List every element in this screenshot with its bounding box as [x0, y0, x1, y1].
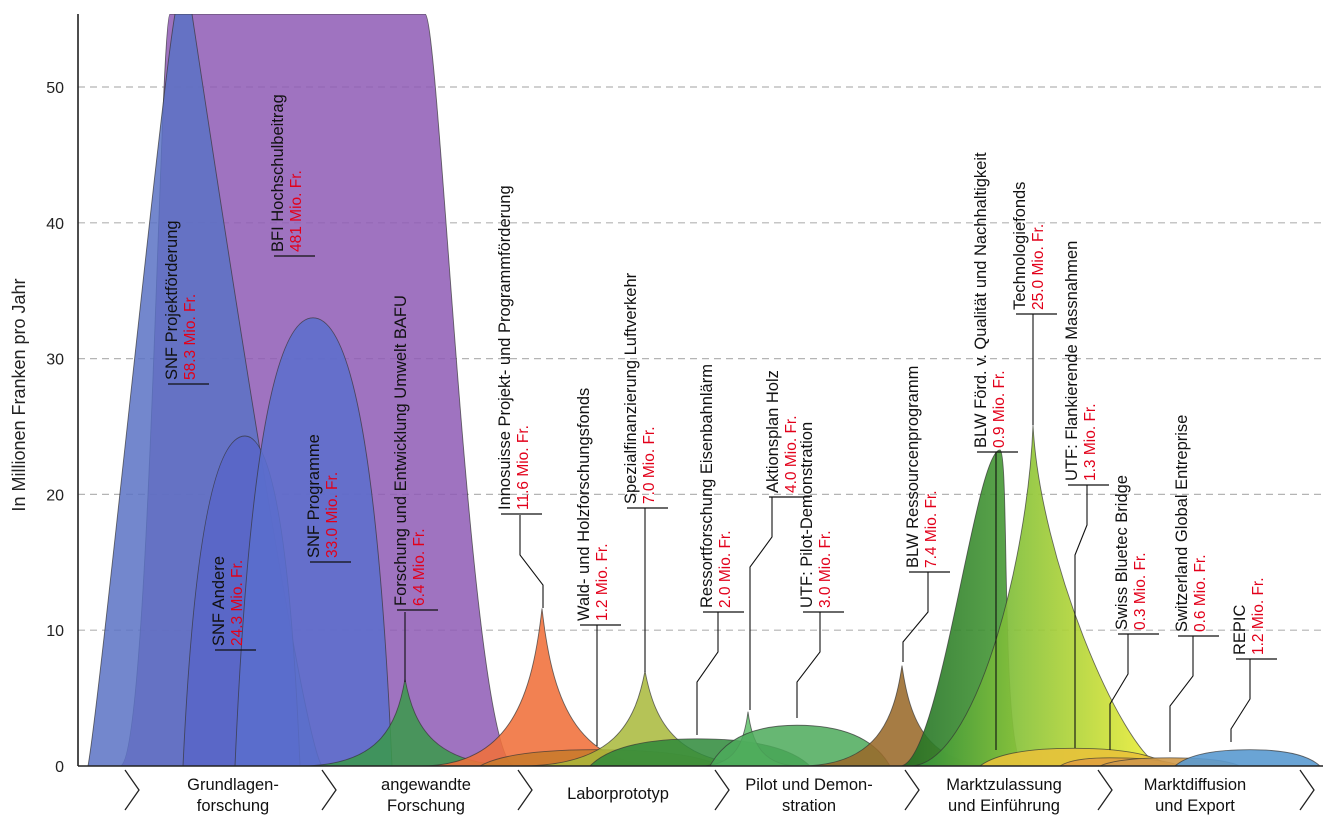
series-name: SNF Projektförderung: [163, 220, 181, 380]
stage-chevron: [321, 769, 337, 811]
series-label: BFI Hochschulbeitrag 481 Mio. Fr.: [269, 94, 305, 252]
label-leader: [519, 515, 544, 608]
series-name: UTF: Pilot-Demonstration: [798, 422, 816, 608]
y-tick-label: 10: [46, 623, 64, 640]
series-name: Wald- und Holzforschungsfonds: [575, 388, 593, 621]
series-amount: 4.0 Mio. Fr.: [783, 415, 800, 493]
stage-label: Grundlagen-: [187, 776, 279, 794]
series-amount: 1.2 Mio. Fr.: [1250, 577, 1267, 655]
series-amount: 481 Mio. Fr.: [288, 170, 305, 252]
series-amount: 1.2 Mio. Fr.: [594, 543, 611, 621]
series-label: BLW Förd. v. Qualität und Nachhaltigkeit…: [972, 152, 1008, 448]
series-name: REPIC: [1231, 604, 1249, 655]
series-label: SNF Programme 33.0 Mio. Fr.: [305, 434, 341, 558]
series-label: Switzerland Global Entreprise 0.6 Mio. Fr…: [1173, 415, 1209, 632]
stage-label-line2: und Einführung: [948, 797, 1060, 815]
stage-chevron: [1097, 769, 1113, 811]
series-label: Forschung und Entwicklung Umwelt BAFU 6.4…: [392, 295, 428, 606]
series-amount: 33.0 Mio. Fr.: [324, 472, 341, 558]
label-leader: [1109, 634, 1129, 750]
y-tick-label: 20: [46, 487, 64, 504]
y-tick-label: 30: [46, 352, 64, 369]
stage-label: Laborprototyp: [567, 785, 669, 803]
series-amount: 7.0 Mio. Fr.: [641, 426, 658, 504]
stage-label-line2: forschung: [197, 797, 269, 815]
series-name: Switzerland Global Entreprise: [1173, 415, 1191, 632]
stage-label: Marktdiffusion: [1144, 776, 1246, 794]
series-label: Aktionsplan Holz 4.0 Mio. Fr.: [764, 370, 800, 493]
label-leader: [902, 572, 929, 662]
stage-chevron: [714, 769, 730, 811]
label-leader: [1230, 659, 1251, 742]
series-amount: 1.3 Mio. Fr.: [1082, 403, 1099, 481]
stage-label: Pilot und Demon-: [745, 776, 872, 794]
series-name: SNF Programme: [305, 434, 323, 558]
series-label: Spezialfinanzierung Luftverkehr 7.0 Mio. …: [622, 272, 658, 504]
series-amount: 25.0 Mio. Fr.: [1030, 224, 1047, 310]
stage-label-line2: und Export: [1155, 797, 1235, 815]
axes: 0 10 20 30 40 50 In Millionen Franken pro Jahr: [9, 14, 1323, 776]
series-name: SNF Andere: [210, 556, 228, 646]
series-amount: 6.4 Mio. Fr.: [411, 528, 428, 606]
series-name: Spezialfinanzierung Luftverkehr: [622, 272, 640, 504]
series-label: SNF Andere 24.3 Mio. Fr.: [210, 556, 246, 646]
stage-label-line2: stration: [782, 797, 836, 815]
series-name: Aktionsplan Holz: [764, 370, 782, 493]
series-label: BLW Ressourcenprogramm 7.4 Mio. Fr.: [904, 366, 940, 568]
series-amount: 7.4 Mio. Fr.: [923, 490, 940, 568]
area-repic: [1173, 749, 1322, 767]
stage-chevron: [1299, 769, 1315, 811]
stage-chevron: [124, 769, 140, 811]
label-leader: [1169, 636, 1194, 752]
series-labels: SNF Projektförderung 58.3 Mio. Fr. SNF And…: [163, 94, 1277, 752]
y-tick-label: 40: [46, 216, 64, 233]
series-label: Swiss Bluetec Bridge 0.3 Mio. Fr.: [1113, 475, 1149, 630]
series-name: BLW Ressourcenprogramm: [904, 366, 922, 568]
label-leader: [1074, 485, 1088, 748]
series-label: Wald- und Holzforschungsfonds 1.2 Mio. Fr…: [575, 388, 611, 621]
series-label: Ressortforschung Eisenbahnlärm 2.0 Mio. F…: [698, 364, 734, 608]
series-amount: 2.0 Mio. Fr.: [717, 530, 734, 608]
stage-label: angewandte: [381, 776, 471, 794]
series-amount: 3.0 Mio. Fr.: [817, 530, 834, 608]
stage-chevron: [517, 769, 533, 811]
series-name: Ressortforschung Eisenbahnlärm: [698, 364, 716, 608]
series-amount: 0.6 Mio. Fr.: [1192, 554, 1209, 632]
series-areas: [87, 14, 1322, 767]
series-label: UTF: Pilot-Demonstration 3.0 Mio. Fr.: [798, 422, 834, 608]
y-tick-label: 50: [46, 80, 64, 97]
series-label: UTF: Flankierende Massnahmen 1.3 Mio. Fr.: [1063, 241, 1099, 481]
series-name: Forschung und Entwicklung Umwelt BAFU: [392, 295, 410, 606]
label-leader: [796, 612, 821, 718]
series-label: REPIC 1.2 Mio. Fr.: [1231, 577, 1267, 655]
series-label: Innosuisse Projekt- und Programmförderun…: [496, 185, 532, 510]
series-amount: 24.3 Mio. Fr.: [229, 560, 246, 646]
stage-axis: Grundlagen-forschung angewandte Forschung L…: [124, 769, 1315, 815]
series-amount: 11.6 Mio. Fr.: [515, 425, 532, 510]
label-leader: [749, 497, 773, 710]
label-leader: [696, 612, 719, 735]
series-amount: 58.3 Mio. Fr.: [182, 294, 199, 380]
series-name: BLW Förd. v. Qualität und Nachhaltigkeit: [972, 152, 990, 448]
stage-label-line2: Forschung: [387, 797, 465, 815]
series-amount: 0.3 Mio. Fr.: [1132, 552, 1149, 630]
series-name: BFI Hochschulbeitrag: [269, 94, 287, 252]
series-name: UTF: Flankierende Massnahmen: [1063, 241, 1081, 481]
series-name: Swiss Bluetec Bridge: [1113, 475, 1131, 630]
series-label: Technologiefonds 25.0 Mio. Fr.: [1011, 182, 1047, 310]
y-axis-title: In Millionen Franken pro Jahr: [9, 278, 29, 511]
series-name: Technologiefonds: [1011, 182, 1029, 310]
area-snf-programme: [234, 317, 393, 767]
series-amount: 0.9 Mio. Fr.: [991, 370, 1008, 448]
stage-chevron: [904, 769, 920, 811]
series-label: SNF Projektförderung 58.3 Mio. Fr.: [163, 220, 199, 380]
y-tick-label: 0: [55, 759, 64, 776]
series-name: Innosuisse Projekt- und Programmförderun…: [496, 185, 514, 510]
stage-label: Marktzulassung: [946, 776, 1062, 794]
